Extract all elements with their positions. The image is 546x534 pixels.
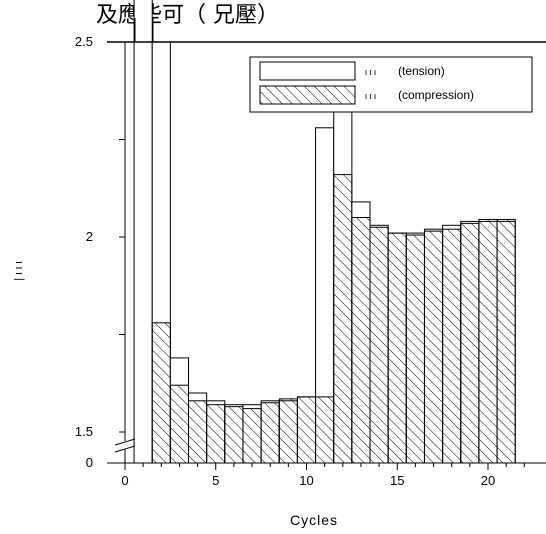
compression-bar (206, 404, 226, 464)
legend-swatch (259, 61, 356, 81)
header-text: 及應些可（ 兄壓） (96, 2, 279, 28)
compression-bar (169, 384, 190, 464)
compression-bar (478, 218, 498, 464)
y-tick-label: 1.5 (75, 424, 93, 439)
y-axis-label: | ι ι ι (13, 261, 25, 281)
x-tick-label: 5 (212, 473, 219, 488)
compression-bar (296, 396, 317, 464)
compression-bar (405, 234, 425, 464)
compression-bar (423, 230, 444, 464)
y-tick-label: 0 (86, 455, 93, 470)
x-tick-label: 15 (390, 473, 404, 488)
compression-bar (151, 322, 171, 464)
compression-bar (278, 398, 298, 464)
legend-label: (compression) (398, 88, 474, 102)
axis-break-mark (114, 445, 136, 453)
axes-group (107, 18, 546, 470)
compression-bar (351, 217, 371, 464)
compression-bar (333, 174, 353, 464)
x-tick-label: 0 (121, 473, 128, 488)
compression-bar (496, 218, 516, 464)
compression-bar (260, 402, 280, 464)
compression-bar (369, 226, 389, 464)
legend-swatch (259, 85, 356, 105)
compression-bar (242, 408, 262, 464)
x-tick-label: 10 (299, 473, 313, 488)
legend: ι ι ι (tension) ι ι ι (compression) (249, 56, 533, 113)
compression-bar (315, 396, 335, 464)
compression-bar (387, 232, 407, 464)
compression-bar (460, 222, 480, 464)
compression-bar (442, 228, 462, 464)
x-axis-label: Cycles (290, 512, 338, 528)
legend-symbol: ι ι ι (365, 67, 376, 77)
tension-bar (133, 0, 153, 464)
x-tick-label: 20 (481, 473, 495, 488)
compression-bar (224, 406, 244, 464)
compression-bar (188, 400, 208, 464)
axis-break-mark (114, 438, 136, 446)
y-tick-label: 2.5 (75, 34, 93, 49)
legend-label: (tension) (398, 64, 445, 78)
tick-labels-group: 0 1.5 2 2.5 0 5 10 15 20 (75, 34, 495, 488)
legend-symbol: ι ι ι (365, 91, 376, 101)
y-tick-label: 2 (86, 229, 93, 244)
